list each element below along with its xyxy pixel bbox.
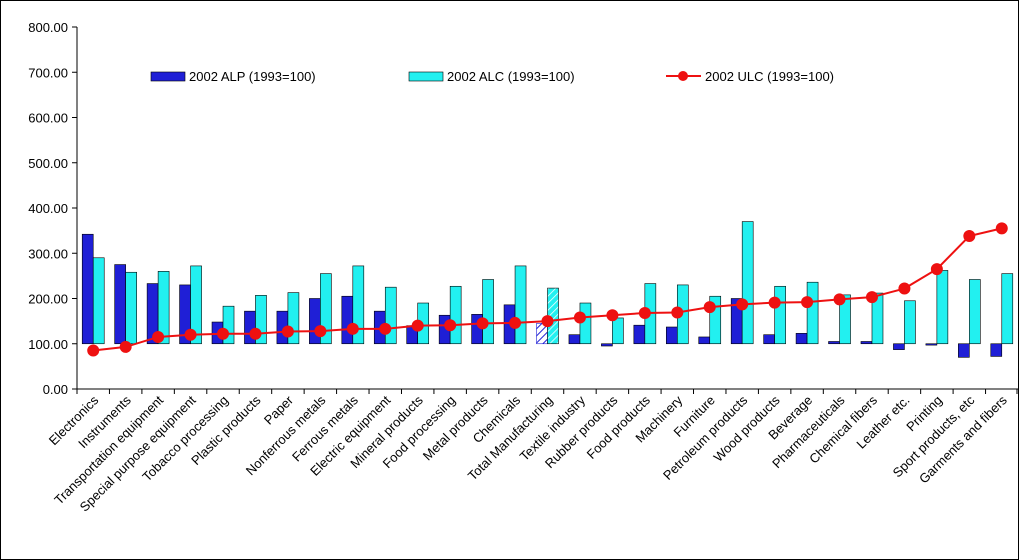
bar-alc <box>157 271 170 345</box>
bar-alc <box>774 285 786 345</box>
bar-alc <box>936 270 949 345</box>
bar-alc <box>92 257 105 345</box>
ulc-point <box>249 327 262 340</box>
bar-alp <box>698 336 711 345</box>
ulc-point <box>346 322 359 335</box>
bar-alp <box>828 341 840 345</box>
ulc-point <box>152 330 165 343</box>
bar-alp <box>633 324 646 345</box>
ulc-point <box>87 344 100 357</box>
legend-label-ulc: 2002 ULC (1993=100) <box>705 69 834 84</box>
ulc-point <box>314 325 327 338</box>
y-tick-label: 600.00 <box>28 111 68 126</box>
legend-swatch-alp <box>150 71 186 82</box>
bar-alc <box>579 302 592 345</box>
ulc-point <box>217 327 230 340</box>
y-tick-label: 300.00 <box>28 246 68 261</box>
bar-alc <box>352 265 365 345</box>
legend-label-alc: 2002 ALC (1993=100) <box>447 69 575 84</box>
bar-alc <box>255 295 267 345</box>
legend-swatch-alc <box>408 71 444 82</box>
bar-alc <box>612 317 624 345</box>
legend-swatch-ulc-marker <box>678 71 688 81</box>
ulc-point <box>898 282 911 295</box>
y-tick-label: 400.00 <box>28 201 68 216</box>
ulc-point <box>930 263 943 276</box>
y-tick-label: 500.00 <box>28 156 68 171</box>
bar-alp <box>309 298 321 345</box>
y-tick-label: 200.00 <box>28 292 68 307</box>
ulc-point <box>865 291 878 304</box>
ulc-point <box>509 316 522 329</box>
bar-alc <box>125 271 137 345</box>
ulc-point <box>541 315 554 328</box>
ulc-point <box>638 306 651 319</box>
bar-alc <box>741 221 754 345</box>
ulc-point <box>119 340 132 353</box>
bar-alc <box>222 305 235 345</box>
ulc-point <box>768 296 781 309</box>
ulc-point <box>184 328 197 341</box>
bar-alc <box>806 281 819 345</box>
y-tick-label: 100.00 <box>28 337 68 352</box>
bar-alp <box>763 334 775 345</box>
y-tick-label: 0.00 <box>43 382 68 397</box>
ulc-point <box>736 298 749 311</box>
bar-alp <box>341 295 354 345</box>
bar-alc <box>1001 273 1014 345</box>
ulc-point <box>833 293 846 306</box>
bar-alp <box>114 264 126 345</box>
ulc-point <box>444 319 457 332</box>
ulc-point <box>963 230 976 243</box>
bar-alc <box>514 265 527 345</box>
ulc-point <box>606 309 619 322</box>
bar-alp <box>925 343 938 346</box>
ulc-point <box>801 296 814 309</box>
ulc-point <box>703 301 716 314</box>
bar-alc <box>969 279 981 345</box>
bar-alc <box>904 300 916 345</box>
bar-alp <box>893 343 905 350</box>
ulc-point <box>281 325 294 338</box>
bar-alp <box>795 333 808 345</box>
bar-alc <box>482 279 494 345</box>
ulc-point <box>995 222 1008 235</box>
bar-alp <box>81 233 94 345</box>
bar-alc <box>384 286 397 345</box>
bar-alp <box>568 334 581 345</box>
bar-alp <box>958 343 970 358</box>
ulc-point <box>379 322 392 335</box>
bar-alp <box>990 343 1003 357</box>
bar-alc <box>190 265 202 345</box>
ulc-point <box>476 317 489 330</box>
y-tick-label: 800.00 <box>28 20 68 35</box>
ulc-point <box>573 311 586 324</box>
ulc-point <box>411 319 424 332</box>
bar-alc <box>449 285 462 345</box>
bar-alp <box>665 326 678 345</box>
legend-label-alp: 2002 ALP (1993=100) <box>189 69 316 84</box>
ulc-point <box>671 306 684 319</box>
bar-alp <box>601 343 613 347</box>
bar-alp <box>860 341 873 345</box>
bar-alc <box>320 273 332 345</box>
y-tick-label: 700.00 <box>28 65 68 80</box>
bar-alc <box>709 295 722 345</box>
bar-alc <box>871 292 884 345</box>
bar-alc <box>839 294 851 345</box>
bar-alc <box>287 292 300 345</box>
